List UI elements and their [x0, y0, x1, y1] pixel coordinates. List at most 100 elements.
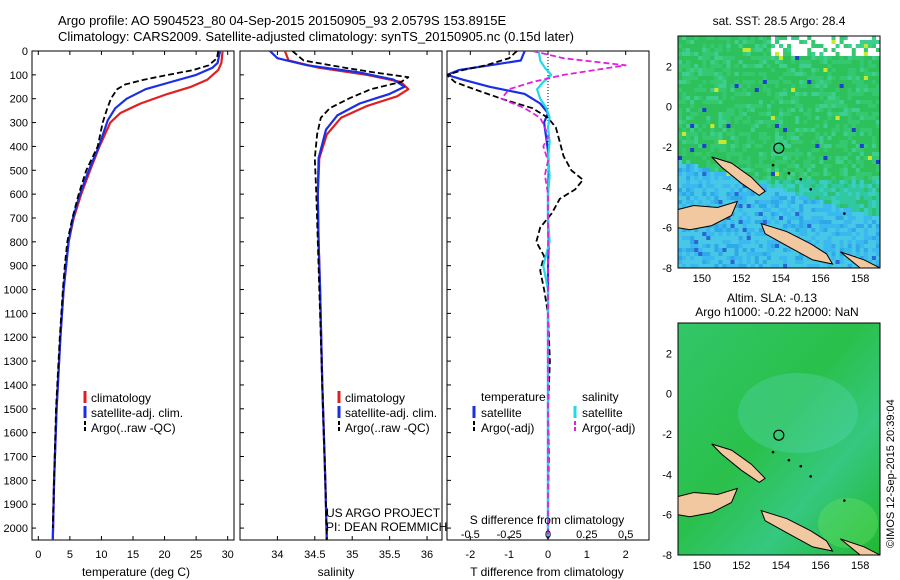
sst-cell — [734, 52, 739, 57]
sst-cell — [714, 44, 719, 49]
sst-cell — [863, 236, 869, 241]
sst-cell — [694, 152, 699, 157]
sst-cell — [795, 192, 800, 197]
sst-cell — [742, 196, 747, 201]
sst-cell — [678, 72, 683, 77]
sst-cell — [698, 104, 703, 109]
sst-cell — [843, 204, 848, 209]
sst-cell — [847, 248, 853, 253]
sst-cell — [803, 192, 808, 197]
sst-cell — [791, 196, 796, 201]
sst-cell — [871, 128, 877, 133]
sst-cell — [722, 68, 727, 73]
sst-cell — [766, 132, 772, 137]
sst-cell — [783, 100, 788, 105]
sst-cell — [859, 180, 865, 185]
sst-cell — [851, 76, 857, 81]
sst-cell — [827, 96, 832, 101]
sst-cell — [803, 72, 808, 77]
sst-cell — [734, 240, 739, 245]
sst-cell — [734, 100, 739, 105]
sst-cell — [746, 44, 752, 49]
sst-cell — [839, 216, 844, 221]
sst-cell — [811, 72, 816, 77]
sst-cell — [678, 132, 683, 137]
sst-cell — [754, 264, 760, 268]
sst-cell — [835, 248, 840, 253]
sst-cell — [779, 184, 784, 189]
sst-cell — [754, 200, 760, 205]
sst-cell — [783, 264, 788, 268]
sst-cell — [766, 240, 772, 245]
sst-cell — [702, 256, 707, 261]
sst-cell — [875, 124, 880, 129]
sst-cell — [762, 60, 768, 65]
sst-cell — [690, 248, 695, 253]
sst-cell — [766, 84, 772, 89]
sst-cell — [867, 68, 873, 73]
sst-cell — [722, 112, 727, 117]
sst-cell — [823, 140, 828, 145]
sst-cell — [750, 200, 756, 205]
sst-cell — [791, 80, 796, 85]
sst-cell — [750, 236, 756, 241]
sst-cell — [843, 84, 848, 89]
sst-cell — [698, 236, 703, 241]
sst-cell — [807, 52, 812, 57]
sst-cell — [779, 88, 784, 93]
sst-cell — [867, 88, 873, 93]
sst-cell — [839, 244, 844, 249]
sst-cell — [863, 56, 869, 61]
sst-cell — [718, 232, 723, 237]
sst-cell — [827, 92, 832, 97]
sst-cell — [722, 156, 727, 161]
sst-cell — [734, 72, 739, 77]
sst-cell — [686, 80, 691, 85]
sst-cell — [698, 124, 703, 129]
sst-cell — [766, 48, 772, 53]
sst-cell — [698, 108, 703, 113]
sst-cell — [807, 124, 812, 129]
sst-cell — [770, 252, 776, 257]
sst-cell — [678, 80, 683, 85]
sst-cell — [706, 176, 711, 181]
s-diff-tick-label: -0.5 — [461, 529, 480, 541]
sst-cell — [698, 40, 703, 45]
sst-cell — [722, 48, 727, 53]
sst-cell — [698, 232, 703, 237]
sst-cell — [815, 224, 820, 229]
sst-cell — [746, 156, 752, 161]
sst-cell — [855, 168, 861, 173]
sst-cell — [779, 192, 784, 197]
sst-cell — [774, 44, 780, 49]
sst-cell — [690, 152, 695, 157]
sst-cell — [710, 180, 715, 185]
sst-cell — [770, 128, 776, 133]
sst-cell — [742, 216, 747, 221]
sst-cell — [766, 184, 772, 189]
sst-cell — [678, 48, 683, 53]
sst-cell — [839, 232, 844, 237]
sst-cell — [791, 208, 796, 213]
sst-cell — [702, 168, 707, 173]
depth-tick-label: 0 — [22, 46, 28, 58]
sst-cell — [714, 172, 719, 177]
sst-cell — [851, 80, 857, 85]
sst-cell — [750, 152, 756, 157]
sst-cell — [698, 164, 703, 169]
sst-cell — [690, 176, 695, 181]
sst-cell — [766, 200, 772, 205]
sst-cell — [682, 76, 687, 81]
sst-cell — [871, 208, 877, 213]
sst-cell — [847, 200, 853, 205]
sst-cell — [791, 188, 796, 193]
sst-cell — [799, 124, 804, 129]
sst-cell — [698, 100, 703, 105]
sst-cell — [807, 224, 812, 229]
sst-cell — [867, 128, 873, 133]
sst-cell — [770, 212, 776, 217]
sst-cell — [787, 132, 792, 137]
sst-cell — [682, 64, 687, 69]
sst-cell — [746, 140, 752, 145]
sst-cell — [758, 76, 764, 81]
